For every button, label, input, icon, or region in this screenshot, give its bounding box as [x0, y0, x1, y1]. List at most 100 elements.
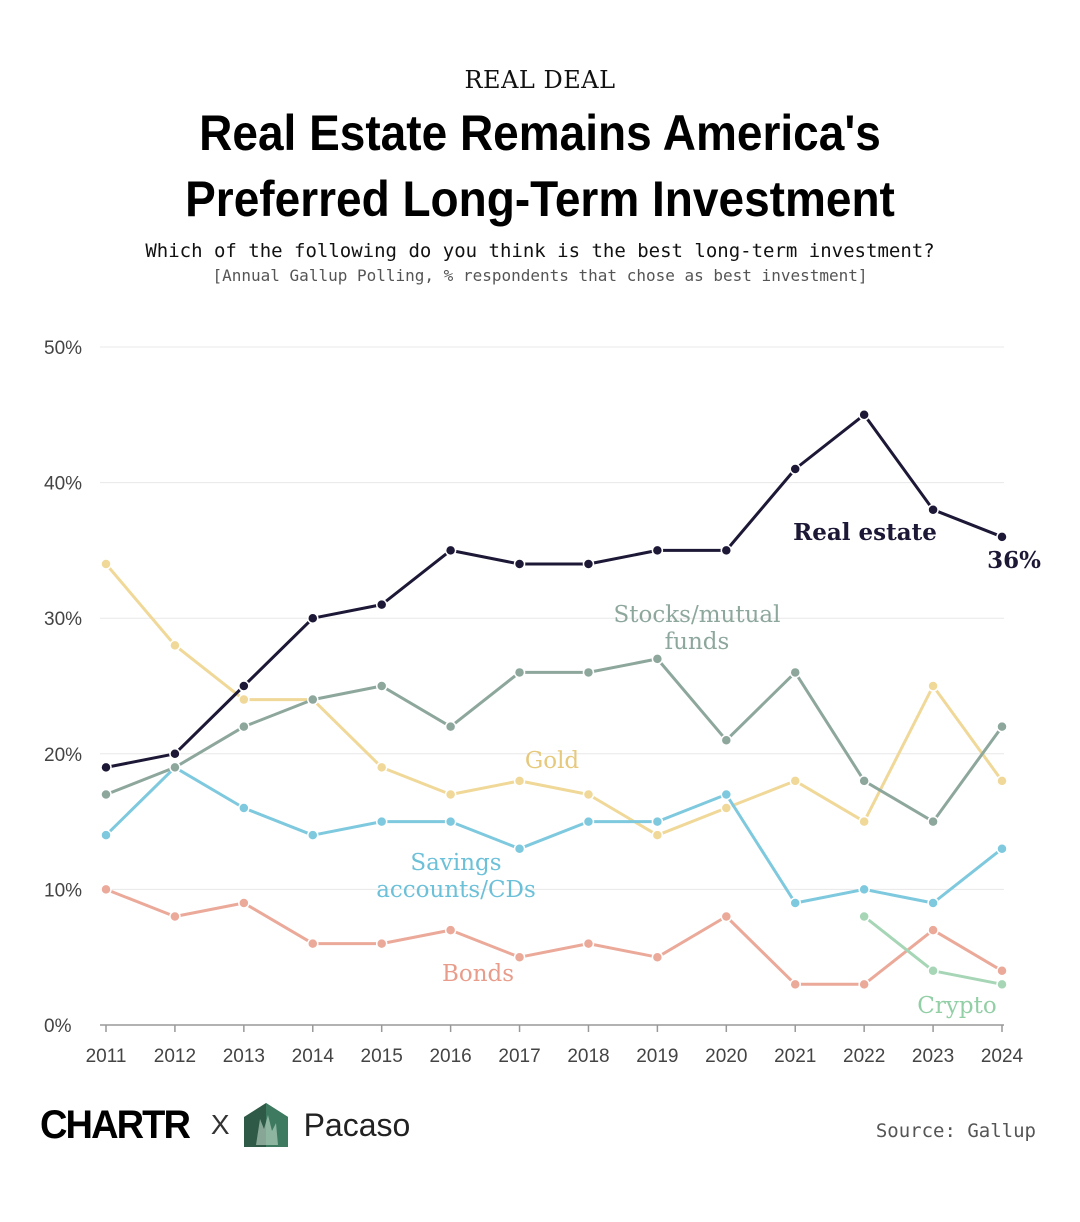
data-point-stocks-mutual-funds: [996, 720, 1008, 733]
data-point-real-estate: [444, 544, 457, 557]
data-point-gold: [444, 788, 457, 801]
chartr-logo: CHARTR: [40, 1102, 191, 1147]
label-savings-line-2: accounts/CDs: [376, 877, 536, 903]
label-crypto: Crypto: [917, 993, 996, 1019]
x-tick-label: 2016: [429, 1046, 471, 1067]
x-tick-label: 2017: [498, 1046, 540, 1067]
x-tick-label: 2020: [705, 1046, 747, 1067]
data-point-savings-accounts-cds: [720, 788, 733, 801]
data-point-gold: [996, 775, 1008, 787]
footer-brand: CHARTR X Pacaso: [40, 1100, 410, 1150]
pacaso-wordmark: Pacaso: [303, 1106, 411, 1143]
data-point-savings-accounts-cds: [789, 897, 801, 909]
data-point-savings-accounts-cds: [927, 897, 939, 909]
data-point-gold: [720, 802, 733, 814]
x-tick-label: 2013: [223, 1046, 265, 1067]
data-point-gold: [169, 639, 181, 652]
x-tick-label: 2012: [154, 1046, 196, 1067]
label-stocks-line-1: Stocks/mutual: [614, 602, 781, 628]
series-line-real-estate: [105, 413, 1003, 769]
label-real-estate: Real estate: [793, 519, 937, 546]
data-point-real-estate: [651, 544, 664, 557]
data-point-real-estate: [513, 558, 526, 570]
data-point-bonds: [789, 978, 801, 991]
chart-title-line-1: Real Estate Remains America's: [199, 105, 881, 161]
data-point-real-estate: [789, 463, 801, 475]
data-point-bonds: [996, 965, 1008, 977]
x-tick-label: 2023: [912, 1046, 954, 1067]
data-point-gold: [238, 693, 250, 706]
series-real-estate: [100, 409, 1008, 774]
series-lines: [100, 409, 1008, 991]
data-point-savings-accounts-cds: [100, 829, 112, 841]
label-stocks-line-2: funds: [665, 629, 730, 655]
data-point-stocks-mutual-funds: [858, 775, 870, 787]
data-point-bonds: [927, 924, 939, 936]
series-line-stocks-mutual-funds: [105, 657, 1004, 824]
x-tick-label: 2024: [981, 1046, 1024, 1067]
data-point-savings-accounts-cds: [238, 802, 250, 814]
x-axis: 2011 2012 2013 2014 2015 2016 2017 2018 2019 2020…: [86, 1024, 1024, 1067]
y-tick-label: 40%: [44, 474, 82, 495]
data-point-crypto: [996, 978, 1008, 991]
gridlines: [100, 346, 1004, 890]
x-tick-label: 2015: [361, 1046, 403, 1067]
data-point-gold: [100, 558, 112, 570]
data-point-stocks-mutual-funds: [720, 734, 733, 746]
x-tick-label: 2014: [292, 1046, 335, 1067]
series-labels: Real estate 36% Stocks/mutual funds Gold…: [376, 519, 1041, 1019]
x-tick-label: 2019: [636, 1046, 678, 1067]
series-gold: [100, 558, 1008, 841]
data-point-stocks-mutual-funds: [651, 653, 664, 665]
label-gold: Gold: [525, 748, 580, 774]
data-point-stocks-mutual-funds: [789, 666, 801, 679]
data-point-savings-accounts-cds: [307, 829, 319, 841]
data-point-gold: [582, 788, 595, 801]
data-point-real-estate: [996, 531, 1008, 543]
data-point-stocks-mutual-funds: [582, 666, 595, 679]
data-point-stocks-mutual-funds: [375, 680, 388, 692]
data-point-gold: [651, 829, 664, 841]
y-tick-label: 20%: [44, 745, 82, 766]
data-point-real-estate: [927, 503, 939, 516]
y-tick-label: 50%: [44, 338, 82, 359]
data-point-stocks-mutual-funds: [927, 815, 939, 828]
data-point-real-estate: [720, 544, 733, 557]
y-axis: 0% 10% 20% 30% 40% 50%: [44, 338, 82, 1037]
data-point-bonds: [720, 910, 733, 923]
series-line-savings-accounts-cds: [104, 765, 1003, 905]
data-point-real-estate: [238, 680, 250, 692]
data-point-stocks-mutual-funds: [307, 693, 319, 706]
data-point-savings-accounts-cds: [444, 815, 457, 828]
series-bonds: [100, 883, 1008, 991]
data-point-real-estate: [307, 612, 319, 624]
chart-title-line-2: Preferred Long-Term Investment: [185, 171, 895, 227]
x-tick-label: 2021: [774, 1046, 816, 1067]
data-point-gold: [513, 775, 526, 787]
data-point-bonds: [651, 951, 664, 963]
data-point-crypto: [858, 910, 870, 923]
y-tick-label: 30%: [44, 609, 82, 630]
data-point-bonds: [444, 924, 457, 936]
y-tick-label: 10%: [44, 880, 82, 901]
data-point-real-estate: [100, 761, 112, 774]
series-stocks-mutual-funds: [100, 653, 1008, 828]
data-point-savings-accounts-cds: [582, 815, 595, 828]
x-tick-label: 2022: [843, 1046, 885, 1067]
data-point-bonds: [858, 978, 870, 991]
data-point-stocks-mutual-funds: [444, 720, 457, 733]
series-savings-accounts-cds: [100, 761, 1008, 909]
data-point-stocks-mutual-funds: [169, 761, 181, 774]
data-point-stocks-mutual-funds: [238, 720, 250, 733]
data-point-bonds: [582, 937, 595, 950]
label-savings-line-1: Savings: [410, 850, 501, 876]
brand-separator: X: [210, 1109, 230, 1140]
data-point-stocks-mutual-funds: [100, 788, 112, 801]
data-point-savings-accounts-cds: [996, 842, 1008, 855]
chart-subtitle: Which of the following do you think is t…: [145, 240, 935, 262]
data-point-savings-accounts-cds: [858, 883, 870, 896]
chart-kicker: REAL DEAL: [464, 66, 616, 94]
data-point-stocks-mutual-funds: [513, 666, 526, 679]
data-point-savings-accounts-cds: [375, 815, 388, 828]
data-point-bonds: [238, 897, 250, 909]
